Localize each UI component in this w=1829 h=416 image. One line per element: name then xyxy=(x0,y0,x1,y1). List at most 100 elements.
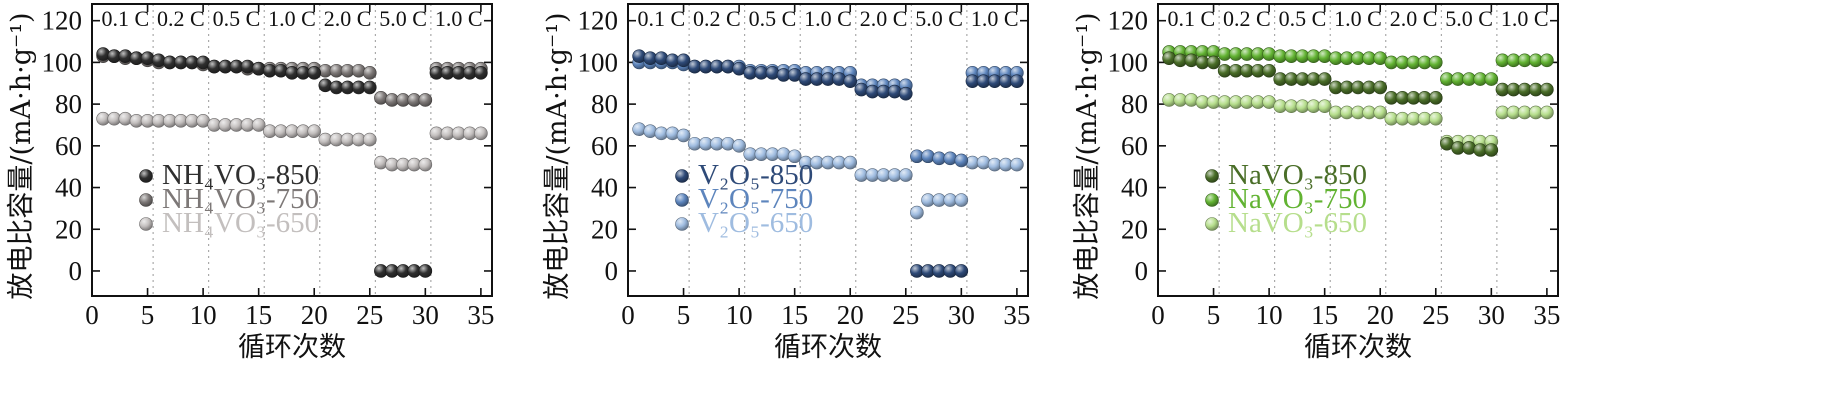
rate-label: 0.1 C xyxy=(637,6,685,31)
legend-label: NH₄VO₃-650 xyxy=(162,207,319,239)
data-point xyxy=(832,72,846,86)
data-point xyxy=(854,82,869,97)
y-tick-label: 80 xyxy=(1121,89,1148,119)
x-tick-label: 25 xyxy=(1422,300,1449,330)
x-tick-label: 5 xyxy=(141,300,155,330)
x-axis-title: 循环次数 xyxy=(774,332,882,363)
y-tick-label: 40 xyxy=(591,173,618,203)
legend-marker xyxy=(675,169,689,183)
y-tick-label: 100 xyxy=(1108,47,1149,77)
data-point xyxy=(843,155,858,170)
y-tick-label: 0 xyxy=(605,256,619,286)
legend-marker xyxy=(1205,169,1219,183)
y-tick-label: 40 xyxy=(55,173,82,203)
rate-label: 1.0 C xyxy=(1501,6,1549,31)
series-1 xyxy=(1162,51,1554,157)
legend-marker xyxy=(1205,217,1219,231)
legend-marker xyxy=(139,217,153,231)
data-point xyxy=(1317,49,1332,63)
x-tick-label: 20 xyxy=(301,300,328,330)
legend-marker xyxy=(139,169,153,183)
y-tick-label: 40 xyxy=(1121,173,1148,203)
rate-label: 5.0 C xyxy=(1445,6,1493,31)
data-point xyxy=(374,91,388,105)
data-point xyxy=(1428,91,1443,105)
rate-label: 0.1 C xyxy=(101,6,149,31)
data-point xyxy=(976,155,991,170)
data-point xyxy=(151,53,166,68)
data-point xyxy=(307,66,322,80)
data-point xyxy=(362,132,377,147)
rate-label: 5.0 C xyxy=(915,6,963,31)
data-point xyxy=(643,124,658,139)
y-tick-label: 80 xyxy=(591,89,618,119)
data-point xyxy=(721,59,735,74)
x-tick-label: 25 xyxy=(356,300,383,330)
rate-label: 0.2 C xyxy=(157,6,205,31)
data-point xyxy=(910,205,924,220)
data-point xyxy=(1462,141,1476,155)
data-point xyxy=(765,66,780,80)
x-tick-label: 0 xyxy=(1151,300,1165,330)
legend-label: V₂O₅-850 xyxy=(698,159,813,191)
y-tick-label: 100 xyxy=(578,47,619,77)
data-point xyxy=(721,136,735,151)
data-point xyxy=(1484,143,1499,157)
data-point xyxy=(418,157,433,172)
chart-panel-1: 0 5 10 15 20 25 30 35 0 20 40 60 80 100 120 0.1 C 0.2 C 0… xyxy=(6,3,494,363)
data-point xyxy=(1184,93,1199,107)
rate-label: 0.5 C xyxy=(1279,6,1327,31)
data-point xyxy=(954,153,969,168)
data-point xyxy=(654,51,669,66)
y-tick-label: 80 xyxy=(55,89,82,119)
data-point xyxy=(921,149,935,164)
rate-label: 2.0 C xyxy=(1390,6,1438,31)
data-point xyxy=(1428,55,1443,70)
y-tick-label: 20 xyxy=(591,214,618,244)
data-point xyxy=(362,66,377,80)
data-point xyxy=(1540,105,1554,120)
plot-frame xyxy=(627,3,1029,297)
data-point xyxy=(732,139,746,153)
rate-label: 1.0 C xyxy=(1334,6,1382,31)
y-axis-title: 放电比容量/(mA·h·g⁻¹) xyxy=(542,12,573,299)
rate-label: 0.5 C xyxy=(213,6,261,31)
data-point xyxy=(318,78,333,93)
legend-label: NH₄VO₃-750 xyxy=(162,183,319,215)
x-tick-label: 15 xyxy=(245,300,272,330)
x-tick-label: 5 xyxy=(1207,300,1221,330)
chart-panel-3: 0 5 10 15 20 25 30 35 0 20 40 60 80 100 120 0.1 C 0.2 C 0… xyxy=(1072,3,1560,363)
data-point xyxy=(1262,47,1276,61)
data-point xyxy=(1317,99,1332,113)
y-tick-label: 60 xyxy=(591,131,618,161)
rate-label: 1.0 C xyxy=(971,6,1019,31)
x-tick-label: 10 xyxy=(190,300,217,330)
data-point xyxy=(954,264,969,278)
series-1 xyxy=(632,49,1024,278)
legend-label: NaVO₃-650 xyxy=(1228,207,1367,239)
data-point xyxy=(787,149,802,164)
rate-label: 1.0 C xyxy=(435,6,483,31)
x-axis-title: 循环次数 xyxy=(238,332,346,363)
x-tick-label: 0 xyxy=(85,300,99,330)
legend-label: V₂O₅-650 xyxy=(698,207,813,239)
data-point xyxy=(632,49,646,63)
data-point xyxy=(1262,63,1276,78)
data-point xyxy=(676,128,691,143)
y-tick-label: 120 xyxy=(1108,6,1149,36)
legend-marker xyxy=(139,193,153,207)
plot-frame xyxy=(91,3,493,297)
data-point xyxy=(676,53,691,68)
data-point xyxy=(898,86,913,101)
data-point xyxy=(1428,111,1443,126)
rate-label: 2.0 C xyxy=(324,6,372,31)
series-1 xyxy=(96,47,488,278)
x-tick-label: 15 xyxy=(1311,300,1338,330)
data-point xyxy=(1484,72,1499,86)
x-tick-label: 10 xyxy=(726,300,753,330)
y-tick-label: 0 xyxy=(69,256,83,286)
data-point xyxy=(251,61,266,76)
x-tick-label: 0 xyxy=(621,300,635,330)
chart-panel-2: 0 5 10 15 20 25 30 35 0 20 40 60 80 100 120 0.1 C 0.2 C 0… xyxy=(542,3,1030,363)
